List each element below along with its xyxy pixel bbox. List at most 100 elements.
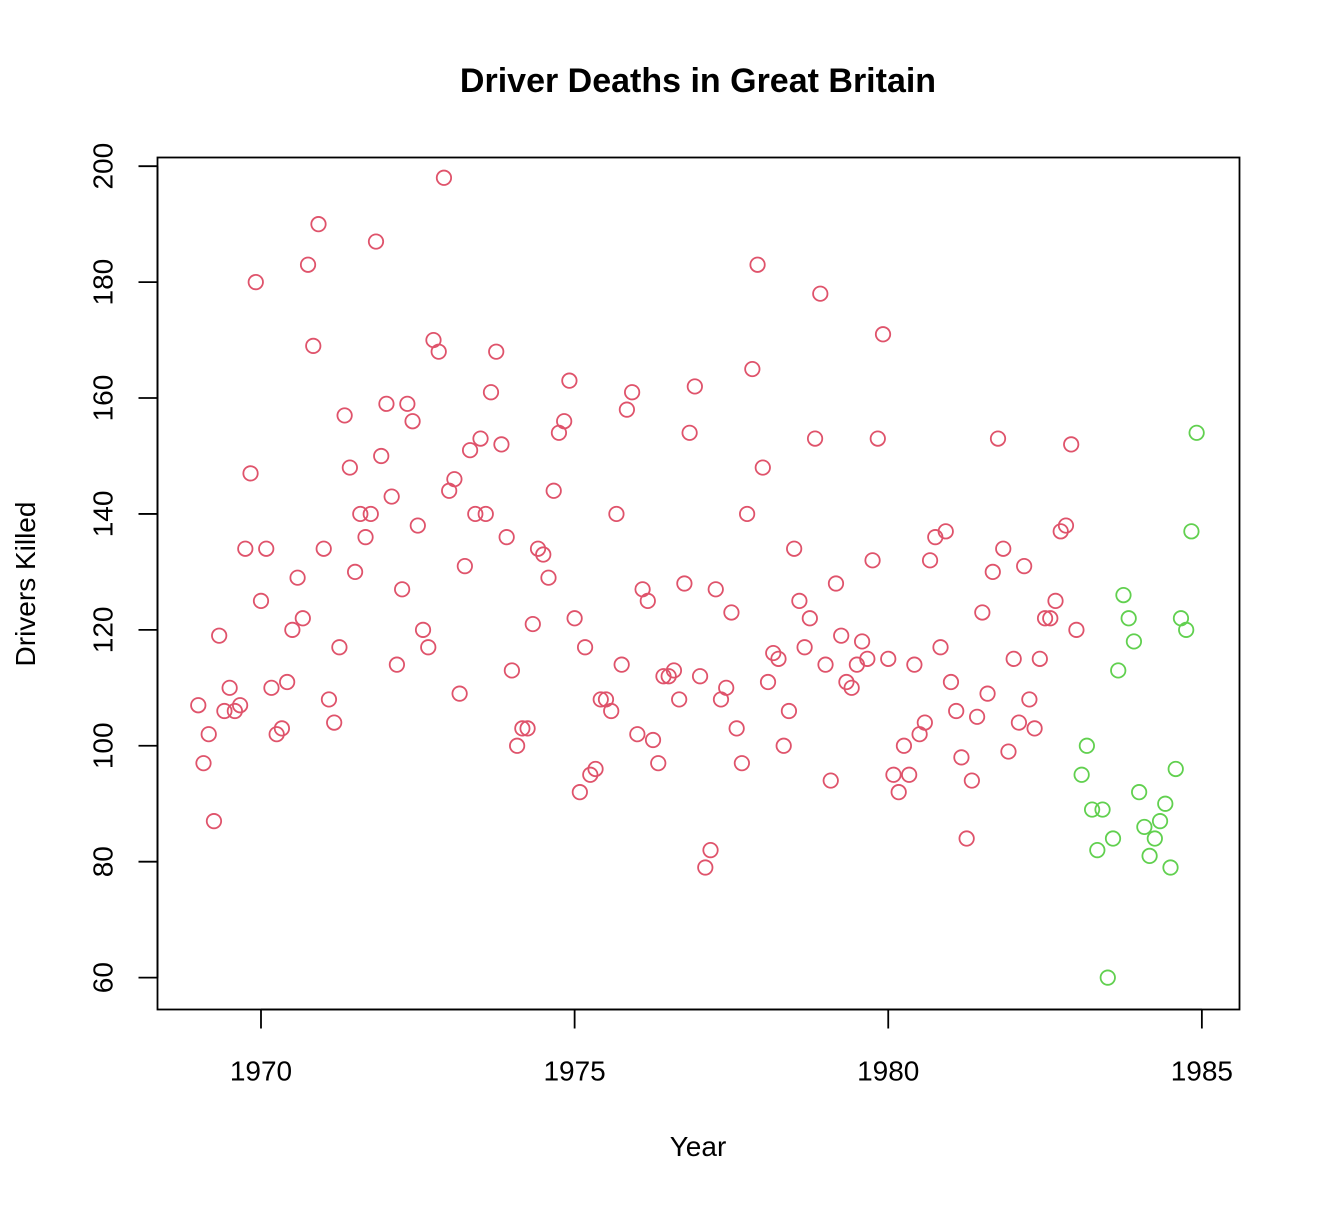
data-point-before [467,505,484,523]
data-point-before [906,656,923,673]
data-point-before [509,737,526,754]
data-point-before [540,569,557,586]
data-point-after [1110,662,1127,679]
data-point-before [739,505,756,523]
data-point-before [833,627,850,644]
data-point-before [592,691,609,708]
data-point-before [754,459,771,476]
data-point-before [279,673,296,691]
data-point-after [1073,766,1090,783]
data-point-before [979,685,996,702]
data-point-before [576,639,594,656]
data-point-after [1157,795,1174,812]
data-point-before [953,749,970,766]
data-point-before [493,436,510,453]
data-point-after [1125,633,1143,650]
data-point-after [1131,784,1148,801]
data-point-before [702,842,719,859]
data-point-before [284,621,301,638]
data-point-before [514,720,531,737]
data-point-before [252,592,270,609]
data-point-before [749,256,766,273]
data-point-after [1136,818,1153,836]
data-point-before [1026,720,1043,737]
data-point-before [937,523,954,540]
data-point-before [644,731,662,749]
data-point-before [263,679,280,696]
data-point-before [221,679,238,696]
data-point-before [629,726,646,743]
data-point-before [765,644,782,662]
data-point-before [388,656,405,673]
data-point-before [1016,558,1033,575]
data-point-before [231,697,249,714]
data-point-after [1167,760,1184,778]
data-point-before [362,505,379,523]
data-point-before [394,581,411,598]
data-point-before [676,575,693,592]
data-point-before [691,668,709,685]
plot-frame [156,156,1241,1011]
data-point-before [624,384,641,401]
data-point-before [503,662,520,679]
data-point-after [1083,801,1101,818]
data-point-before [289,569,306,586]
data-point-before [995,540,1012,557]
data-point-before [451,685,468,702]
data-point-before [205,813,223,830]
data-point-before [461,442,479,459]
data-point-before [294,610,311,627]
data-point-before [1021,691,1038,708]
x-tick-label: 1975 [543,1056,605,1087]
data-point-before [561,372,578,389]
data-point-before [556,413,573,430]
data-point-before [472,430,489,447]
data-point-before [383,488,400,505]
data-point-before [728,720,745,737]
data-point-before [759,673,777,691]
data-point-before [843,679,860,696]
data-point-before [989,430,1007,447]
y-tick-label: 100 [88,722,119,769]
data-point-after [1115,586,1132,604]
data-point-before [1010,714,1028,731]
data-point-before [367,233,385,250]
data-point-before [357,529,374,546]
data-point-before [817,656,834,673]
data-point-before [545,482,562,499]
data-point-before [200,726,217,743]
data-point-before [780,702,798,720]
data-point-before [801,610,818,627]
data-point-before [895,737,913,754]
data-point-before [331,639,348,656]
data-point-before [268,726,285,743]
data-point-before [320,691,338,708]
chart-title: Driver Deaths in Great Britain [460,62,936,100]
data-point-before [1042,610,1059,627]
data-point-after [1120,610,1137,627]
y-axis: 60 80 100 120 140 160 180 200 [88,143,159,993]
y-tick-label: 80 [88,846,119,877]
data-point-before [211,627,228,644]
data-point-before [718,679,735,696]
data-point-before [901,766,918,783]
data-point-before [733,755,750,772]
data-point-before [430,343,447,360]
data-point-before [660,668,677,685]
data-point-before [435,169,453,186]
data-point-before [723,604,740,621]
data-point-before [948,702,965,720]
data-point-before [796,639,813,656]
data-point-before [535,546,552,563]
data-point-before [446,471,463,488]
data-point-before [608,505,625,523]
data-point-before [665,662,683,679]
data-point-before [242,465,259,482]
y-tick-label: 120 [88,607,119,654]
data-point-before [963,772,980,789]
data-point-before [744,360,761,378]
data-point-before [399,395,416,412]
data-point-before [404,413,421,430]
